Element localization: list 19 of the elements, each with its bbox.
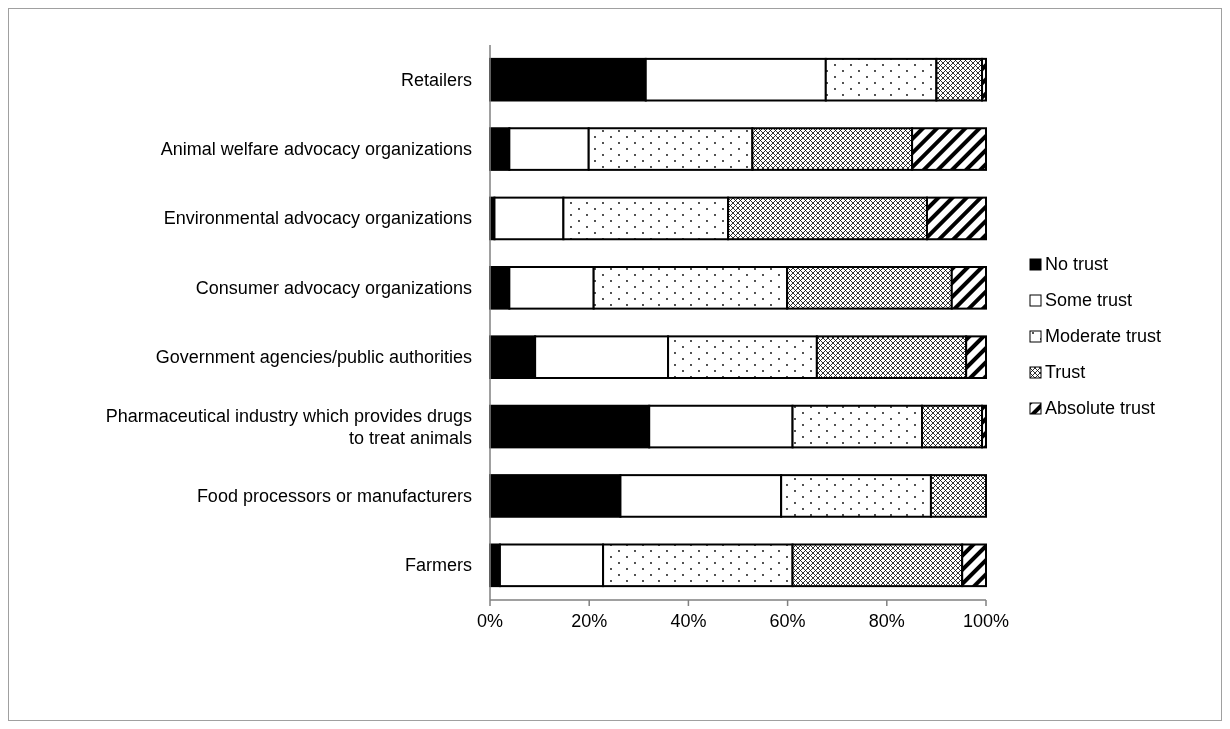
x-tick-label: 0% (476, 611, 504, 631)
y-tick-label: Consumer advocacy organizations (195, 277, 472, 298)
x-tick-label: 100% (962, 611, 1010, 631)
y-tick-label: Environmental advocacy organizations (163, 208, 472, 229)
x-tick-label: 20% (571, 611, 608, 631)
legend-label: Some trust (1045, 290, 1133, 310)
x-tick-label: 60% (769, 611, 806, 631)
y-tick-label: Farmers (405, 555, 472, 576)
legend-label: Absolute trust (1045, 398, 1156, 418)
legend-label: Moderate trust (1045, 326, 1162, 346)
y-tick-label: Animal welfare advocacy organizations (160, 139, 472, 160)
x-tick-label: 40% (670, 611, 707, 631)
y-tick-label: Pharmaceutical industry which provides drugs to treat animals (105, 405, 472, 448)
legend-label: No trust (1045, 254, 1109, 274)
y-tick-label: Government agencies/public authorities (155, 347, 472, 368)
x-tick-label: 80% (868, 611, 905, 631)
y-tick-label: Food processors or manufacturers (196, 485, 472, 506)
y-tick-label: Retailers (400, 69, 472, 90)
legend-label: Trust (1045, 362, 1086, 382)
